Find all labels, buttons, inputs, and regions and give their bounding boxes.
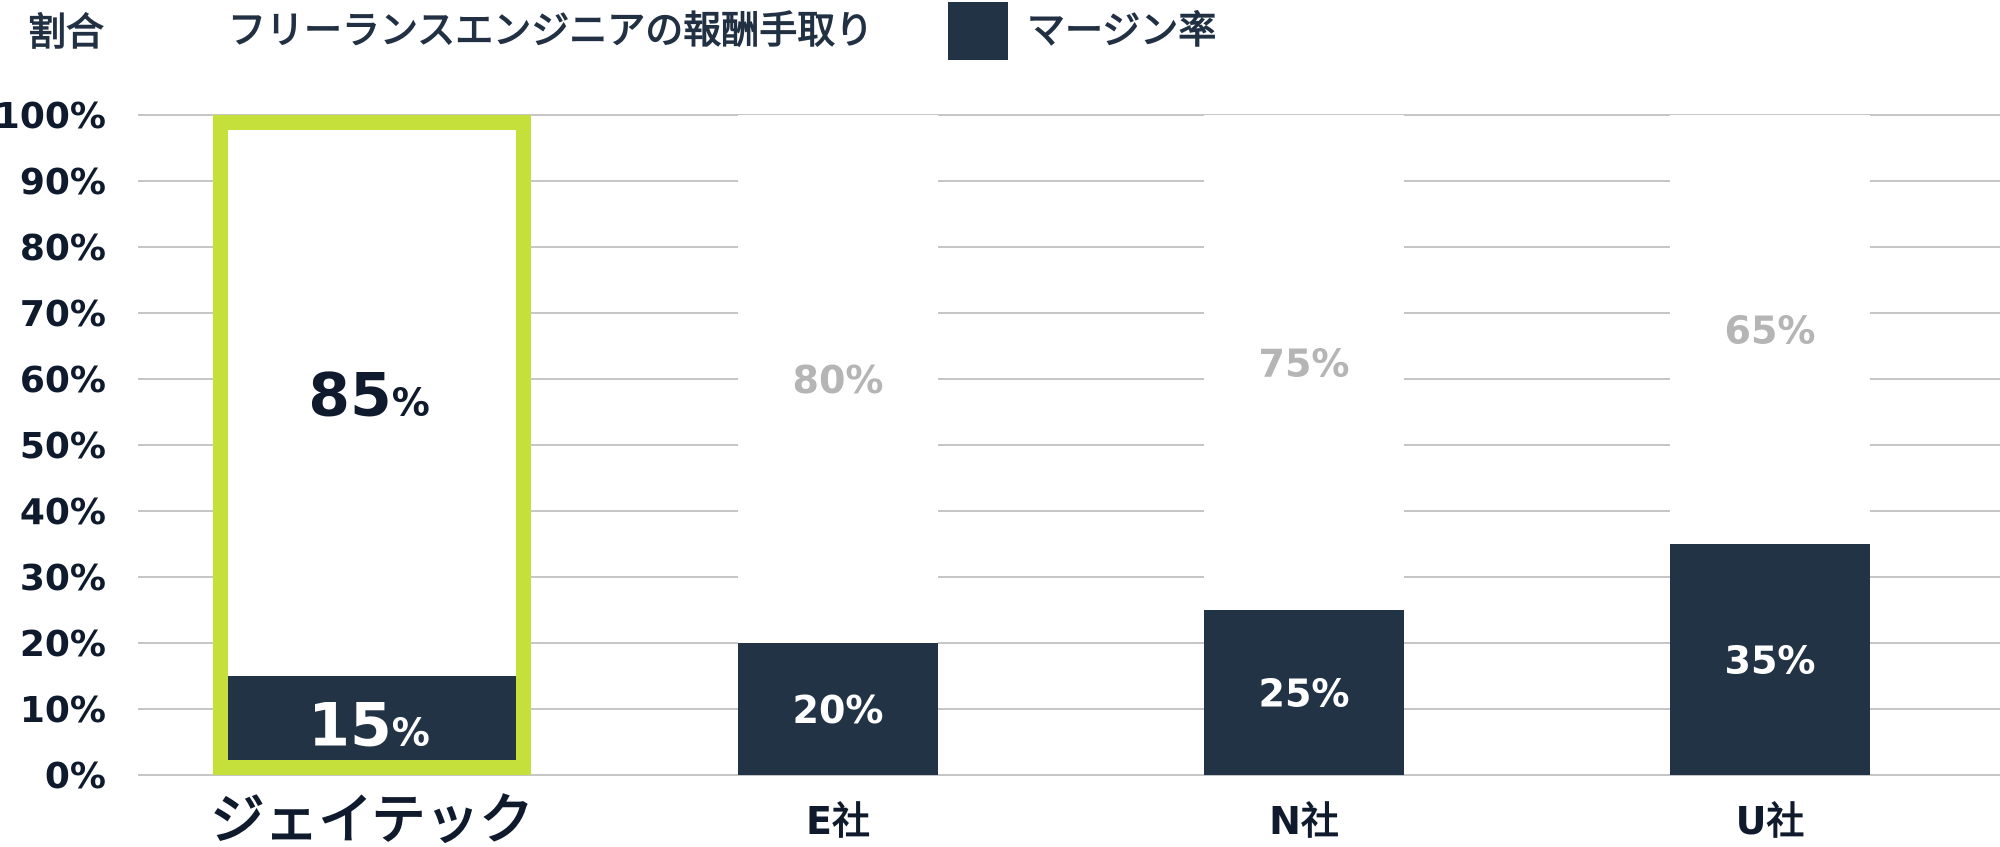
bar-label-takehome: 80% — [793, 358, 884, 402]
bar-takehome — [738, 115, 938, 643]
y-tick-label: 60% — [20, 360, 106, 401]
y-tick-label: 10% — [20, 690, 106, 731]
bar-margin — [738, 643, 938, 775]
y-tick-label: 80% — [20, 228, 106, 269]
highlight-frame — [213, 115, 531, 775]
y-tick-label: 90% — [20, 162, 106, 203]
bar-label-takehome: 75% — [1259, 342, 1350, 386]
bar-label-takehome: 65% — [1725, 309, 1816, 353]
y-tick-label: 30% — [20, 558, 106, 599]
bar-label-margin: 35% — [1725, 639, 1816, 683]
category-label: U社 — [1736, 799, 1805, 843]
category-label: N社 — [1269, 799, 1339, 843]
bar-margin — [1670, 544, 1870, 775]
category-label: E社 — [806, 799, 870, 843]
y-tick-label: 20% — [20, 624, 106, 665]
y-tick-label: 40% — [20, 492, 106, 533]
bar-takehome — [213, 115, 531, 775]
y-tick-label: 100% — [0, 96, 106, 137]
bar-label-margin: 25% — [1259, 672, 1350, 716]
bar-margin — [1204, 610, 1404, 775]
y-tick-label: 70% — [20, 294, 106, 335]
bar-margin — [228, 676, 516, 768]
y-axis-label: 割合 — [28, 10, 104, 54]
y-tick-label: 0% — [45, 756, 106, 797]
bar-takehome — [1204, 115, 1404, 610]
y-tick-label: 50% — [20, 426, 106, 467]
bar-label-margin: 15% — [308, 691, 430, 761]
legend-label-takehome: フリーランスエンジニアの報酬手取り — [228, 8, 873, 52]
bar-label-margin: 20% — [793, 688, 884, 732]
bar-takehome — [1670, 115, 1870, 544]
category-label: ジェイテック — [211, 788, 534, 847]
legend-label-margin: マージン率 — [1027, 8, 1216, 52]
legend-swatch-margin — [948, 2, 1008, 60]
